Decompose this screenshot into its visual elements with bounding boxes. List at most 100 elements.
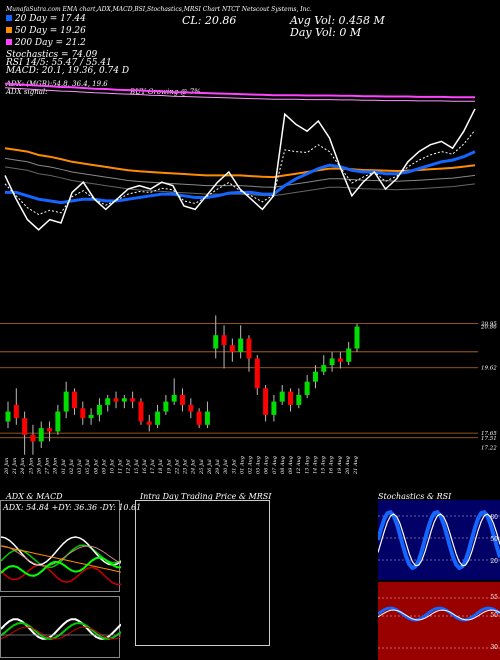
- candle-body: [47, 428, 53, 432]
- macd-panel: [0, 596, 121, 658]
- date-label: 10 Jul: [110, 459, 116, 474]
- ema200-swatch: [6, 39, 12, 45]
- date-label: 23 Jul: [183, 459, 189, 475]
- ema-lines-chart: [4, 82, 476, 231]
- stochastics-readout: Stochastics = 74.09: [6, 50, 98, 60]
- date-label: 16 Jul: [142, 459, 148, 474]
- ema200-line: [4, 82, 475, 99]
- candle-chart: 20.95 20.86 19.62 17.65 17.51 17.22: [0, 310, 500, 460]
- avg-volume: Avg Vol: 0.458 M: [290, 14, 385, 27]
- candle-body: [30, 434, 36, 442]
- adx-lines: [1, 536, 121, 586]
- date-label: 15 Aug: [321, 456, 327, 474]
- ema200-band-line: [4, 87, 475, 102]
- price-line: [4, 108, 476, 231]
- date-label: 01 Aug: [239, 456, 245, 474]
- date-label: 07 Aug: [272, 456, 278, 474]
- date-label: 21 Aug: [353, 456, 359, 475]
- candle-body: [96, 404, 102, 415]
- candle-body: [304, 381, 310, 395]
- date-label: 13 Aug: [304, 456, 310, 474]
- adx-panel: ADX: 54.84 +DY: 36.36 -DY: 10.61: [0, 500, 141, 592]
- candle-body: [221, 335, 227, 346]
- candle-body: [155, 411, 161, 425]
- date-label: 11 Jul: [118, 459, 124, 474]
- date-label: 05 Aug: [256, 456, 262, 474]
- candle-body: [188, 404, 194, 412]
- stoch-tick-20: 20: [490, 558, 498, 565]
- adx-trend-line: [1, 545, 121, 573]
- candle-body: [346, 348, 352, 362]
- adx-signal-label: ADX signal:: [6, 88, 48, 96]
- stoch-tick-80: 80: [490, 514, 498, 521]
- adx-panel-title: ADX & MACD: [6, 492, 63, 501]
- date-label: 21 Jun: [12, 458, 18, 475]
- stoch-panel-title: Stochastics & RSI: [378, 492, 452, 501]
- date-label: 25 Jul: [199, 459, 205, 475]
- date-label: 08 Aug: [280, 456, 286, 474]
- intraday-panel: [135, 500, 270, 646]
- candle-body: [5, 411, 11, 422]
- price-label: 20.95: [480, 322, 497, 328]
- ema50-line: [4, 147, 476, 179]
- date-label: 19 Aug: [337, 456, 343, 474]
- macd-lines: [1, 618, 121, 641]
- date-label: 02 Aug: [247, 456, 253, 474]
- rsi-lines: [378, 597, 500, 649]
- rsi-readout: RSI 14/5: 55.47 / 55.41: [6, 58, 112, 68]
- intraday-panel-title: Intra Day Trading Price & MRSI: [140, 492, 272, 501]
- ema50-legend: 50 Day = 19.26: [6, 26, 86, 36]
- date-label: 20 Jun: [4, 458, 10, 475]
- ema50-swatch: [6, 27, 12, 33]
- ema20-legend: 20 Day = 17.44: [6, 14, 86, 24]
- date-label: 18 Jul: [158, 459, 164, 474]
- candle-body: [180, 394, 185, 405]
- date-label: 24 Jul: [191, 459, 197, 475]
- date-label: 28 Jun: [53, 458, 59, 475]
- signal-dotted-line: [4, 129, 476, 216]
- stochastics-panel: 80 50 20: [378, 500, 500, 580]
- macd-line: [1, 618, 121, 640]
- date-axis: 20 Jun 21 Jun 24 Jun 25 Jun 26 Jun 27 Jun 28 J…: [0, 438, 500, 478]
- macd-signal-line: [1, 621, 121, 641]
- candle-body: [121, 398, 127, 402]
- candle-body: [146, 421, 152, 425]
- candle-body: [288, 391, 294, 405]
- ema200-legend: 200 Day = 21.2: [6, 38, 86, 48]
- candle-body: [337, 358, 343, 362]
- rsi-tick-50: 50: [490, 612, 498, 619]
- price-label: 19.62: [481, 366, 497, 372]
- ema20-swatch: [6, 15, 12, 21]
- ema20-line: [5, 150, 476, 205]
- date-label: 31 Jul: [231, 459, 237, 474]
- candle-body: [229, 345, 235, 352]
- candle-body: [171, 394, 177, 402]
- price-label: 17.22: [481, 445, 497, 451]
- price-label: 17.51: [481, 436, 497, 442]
- candle-body: [71, 391, 77, 409]
- candle-body: [213, 335, 219, 349]
- stoch-d-line: [378, 513, 500, 567]
- candle-body: [238, 338, 244, 352]
- stoch-k-line: [378, 509, 500, 571]
- candle-body: [113, 398, 119, 402]
- rsi-tick-55: 55: [490, 594, 498, 601]
- date-label: 14 Aug: [312, 456, 318, 474]
- candle-body: [279, 391, 285, 402]
- date-label: 09 Aug: [288, 456, 294, 474]
- minus-di-line: [1, 564, 121, 586]
- mrsi-line: [378, 609, 500, 621]
- date-label: 29 Jul: [215, 459, 221, 475]
- candle-body: [88, 414, 94, 419]
- candle-body: [55, 411, 61, 432]
- candle-body: [321, 365, 327, 372]
- candle-body: [80, 408, 86, 419]
- adx-signal-line: [1, 556, 121, 577]
- candle-body: [312, 371, 318, 382]
- candle-body: [254, 358, 260, 389]
- candle-body: [204, 411, 210, 425]
- date-label: 08 Jul: [93, 459, 99, 474]
- candle-body: [22, 418, 28, 435]
- date-label: 12 Jul: [126, 459, 132, 474]
